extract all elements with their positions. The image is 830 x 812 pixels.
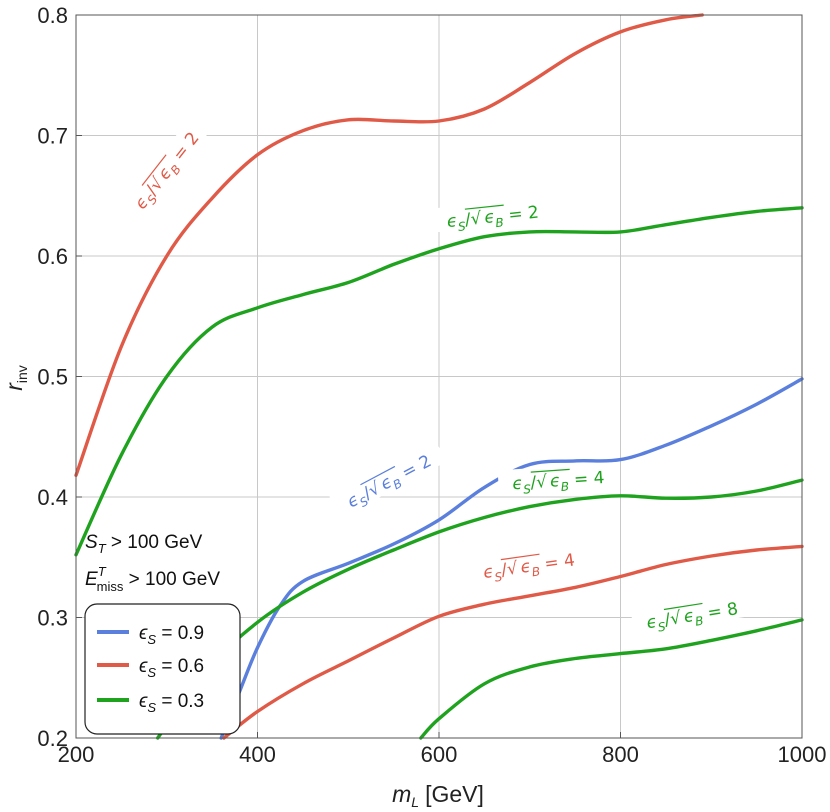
contour-label-radical (500, 553, 540, 561)
contour-label-1: ϵS/√ϵB = 2 (431, 196, 554, 236)
contour-label-radical (663, 602, 703, 611)
contour-label-bg (497, 462, 619, 495)
series-line-0 (74, 13, 704, 477)
x-tick-label: 800 (602, 742, 639, 767)
y-tick-label: 0.7 (37, 124, 68, 149)
y-tick-label: 0.6 (37, 244, 68, 269)
contour-label-bg (431, 196, 554, 233)
contour-label-radical (360, 465, 396, 486)
contour-label-text: ϵS/√ϵB = 2 (131, 129, 206, 216)
series-line-4 (222, 544, 804, 740)
x-tick-label: 200 (58, 742, 95, 767)
series-line-1 (74, 206, 804, 557)
contour-label-bg (467, 543, 590, 585)
contour-label-bg (329, 440, 447, 518)
y-axis-title: rinv (1, 365, 30, 391)
legend-label-0: ϵS = 0.9 (139, 623, 204, 647)
x-axis-title: mL [GeV] (392, 781, 484, 810)
series-line-5 (419, 618, 804, 740)
x-tick-label: 400 (239, 742, 276, 767)
contour-label-text: ϵS/√ϵB = 4 (482, 550, 577, 586)
cut-annotation-met: ET miss > 100 GeV (85, 564, 220, 594)
y-tick-label: 0.8 (37, 3, 68, 28)
series-line-2 (219, 377, 804, 740)
tick-group: 200 400 600 800 1000 0.2 0.3 0.4 0.5 0.6 0.7 0.8 (37, 3, 826, 767)
x-tick-label: 1000 (778, 742, 827, 767)
contour-label-3: ϵS/√ϵB = 4 (497, 462, 619, 497)
contour-label-radical (530, 468, 570, 473)
contour-label-4: ϵS/√ϵB = 4 (467, 543, 590, 586)
contour-label-5: ϵS/√ϵB = 8 (630, 591, 753, 635)
x-tick-label: 600 (421, 742, 458, 767)
contour-label-radical (464, 204, 504, 210)
y-tick-label: 0.2 (37, 726, 68, 751)
y-tick-label: 0.4 (37, 485, 68, 510)
legend-label-1: ϵS = 0.6 (139, 656, 204, 680)
contour-label-group: ϵS/√ϵB = 2 ϵS/√ϵB = 2 ϵS/√ϵB = 2 ϵS/√ϵB = 4… (118, 114, 753, 635)
contour-label-bg (118, 114, 212, 224)
y-tick-label: 0.5 (37, 365, 68, 390)
y-tick-label: 0.3 (37, 606, 68, 631)
contour-label-text: ϵS/√ϵB = 2 (446, 203, 540, 236)
legend: ϵS = 0.9 ϵS = 0.6 ϵS = 0.3 (84, 603, 241, 735)
contour-label-2: ϵS/√ϵB = 2 (329, 440, 447, 518)
contour-label-text: ϵS/√ϵB = 4 (512, 468, 606, 497)
cut-annotation-st: ST > 100 GeV (85, 532, 203, 556)
legend-label-2: ϵS = 0.3 (139, 691, 204, 715)
contour-label-bg (630, 591, 753, 635)
contour-label-radical (141, 154, 167, 186)
